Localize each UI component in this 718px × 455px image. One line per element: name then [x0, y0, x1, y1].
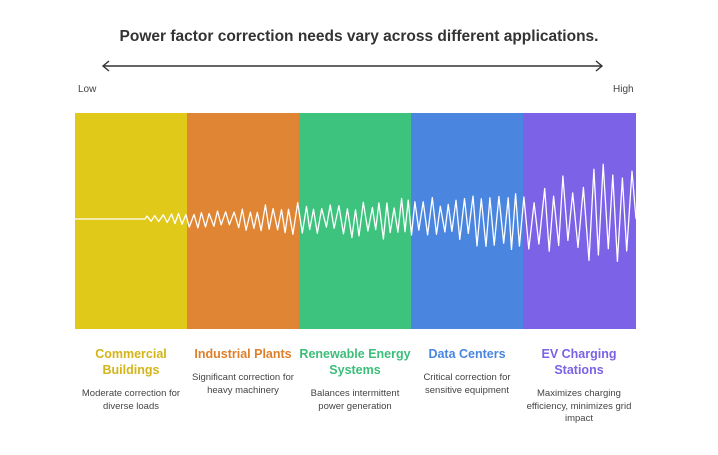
- low-high-arrow: [101, 60, 604, 72]
- category-name: Commercial Buildings: [95, 347, 167, 377]
- category-data-centers: Data Centers Critical correction for sen…: [411, 346, 523, 397]
- category-name: Renewable Energy Systems: [299, 347, 411, 377]
- category-name: EV Charging Stations: [541, 347, 617, 377]
- diagram-title: Power factor correction needs vary acros…: [119, 28, 599, 45]
- band-industrial-plants: [187, 113, 299, 329]
- power-waveform: [75, 163, 636, 262]
- category-name: Industrial Plants: [194, 347, 292, 361]
- category-description: Balances intermittent power generation: [310, 388, 400, 412]
- category-renewable-energy: Renewable Energy Systems Balances interm…: [299, 346, 411, 413]
- category-industrial-plants: Industrial Plants Significant correction…: [187, 346, 299, 397]
- category-description: Significant correction for heavy machine…: [192, 372, 294, 396]
- category-ev-charging: EV Charging Stations Maximizes charging …: [523, 346, 635, 426]
- scale-low-label: Low: [78, 84, 97, 95]
- category-commercial-buildings: Commercial Buildings Moderate correction…: [75, 346, 187, 413]
- category-description: Maximizes charging efficiency, minimizes…: [526, 388, 632, 424]
- scale-high-label: High: [613, 84, 634, 95]
- category-description: Critical correction for sensitive equipm…: [423, 372, 511, 396]
- category-name: Data Centers: [428, 347, 506, 361]
- category-description: Moderate correction for diverse loads: [81, 388, 181, 412]
